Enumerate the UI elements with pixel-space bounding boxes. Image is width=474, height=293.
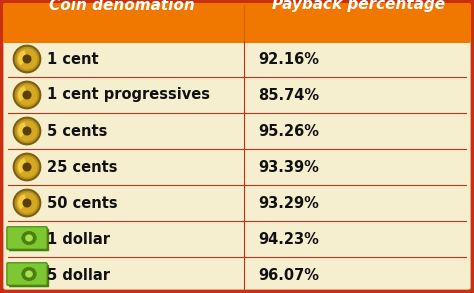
Circle shape: [15, 191, 38, 215]
Circle shape: [15, 155, 38, 179]
Wedge shape: [18, 195, 27, 208]
FancyBboxPatch shape: [7, 227, 47, 249]
FancyBboxPatch shape: [9, 265, 49, 287]
Text: 1 dollar: 1 dollar: [46, 231, 109, 246]
Circle shape: [17, 157, 37, 177]
Text: 93.29%: 93.29%: [258, 195, 319, 210]
Text: 50 cents: 50 cents: [46, 195, 117, 210]
Ellipse shape: [25, 234, 33, 242]
FancyBboxPatch shape: [2, 2, 472, 291]
Circle shape: [17, 85, 37, 105]
Circle shape: [13, 117, 41, 145]
Circle shape: [13, 153, 41, 181]
Circle shape: [17, 121, 37, 141]
Text: 95.26%: 95.26%: [258, 124, 319, 139]
Circle shape: [23, 55, 31, 63]
Text: 5 cents: 5 cents: [46, 124, 107, 139]
Text: 93.39%: 93.39%: [258, 159, 319, 175]
Text: 85.74%: 85.74%: [258, 88, 319, 103]
Text: 96.07%: 96.07%: [258, 268, 319, 282]
Circle shape: [23, 163, 31, 171]
Circle shape: [23, 199, 31, 207]
Ellipse shape: [22, 231, 36, 245]
Wedge shape: [18, 51, 27, 64]
Text: 94.23%: 94.23%: [258, 231, 319, 246]
Text: 1 cent progressives: 1 cent progressives: [46, 88, 210, 103]
FancyBboxPatch shape: [3, 3, 471, 43]
Text: 5 dollar: 5 dollar: [46, 268, 109, 282]
Wedge shape: [18, 123, 27, 137]
Text: 1 cent: 1 cent: [46, 52, 98, 67]
Ellipse shape: [22, 267, 36, 281]
Text: Coin denomation: Coin denomation: [49, 0, 195, 13]
Circle shape: [13, 81, 41, 109]
Ellipse shape: [25, 270, 33, 277]
Wedge shape: [18, 87, 27, 100]
Circle shape: [17, 49, 37, 69]
Circle shape: [13, 189, 41, 217]
Circle shape: [23, 91, 31, 99]
FancyBboxPatch shape: [9, 229, 49, 251]
Text: 25 cents: 25 cents: [46, 159, 117, 175]
Text: Payback percentage: Payback percentage: [273, 0, 446, 13]
Circle shape: [15, 84, 38, 107]
FancyBboxPatch shape: [7, 263, 47, 285]
Circle shape: [13, 45, 41, 73]
Circle shape: [23, 127, 31, 135]
Text: 92.16%: 92.16%: [258, 52, 319, 67]
Circle shape: [17, 193, 37, 213]
Circle shape: [15, 119, 38, 143]
Wedge shape: [18, 159, 27, 173]
Circle shape: [15, 47, 38, 71]
